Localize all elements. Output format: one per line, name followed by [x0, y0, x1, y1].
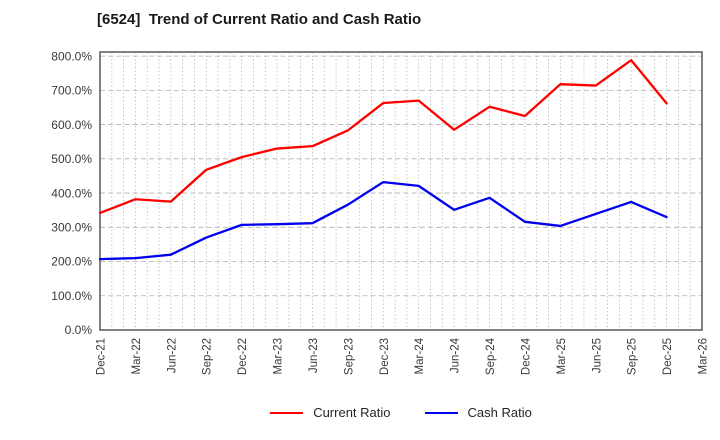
legend-label: Current Ratio [313, 405, 391, 420]
x-tick-label: Mar-22 [131, 338, 143, 374]
x-tick-label: Mar-23 [273, 338, 285, 374]
x-tick-label: Mar-24 [414, 337, 426, 374]
x-tick-label: Jun-24 [450, 337, 462, 373]
x-tick-label: Sep-22 [202, 338, 214, 375]
y-tick-label: 700.0% [51, 84, 92, 98]
x-tick-label: Dec-21 [96, 338, 108, 375]
chart-title: [6524] Trend of Current Ratio and Cash R… [97, 11, 422, 28]
x-tick-label: Dec-23 [379, 338, 391, 375]
x-tick-label: Dec-22 [237, 338, 249, 375]
legend-label: Cash Ratio [467, 405, 532, 420]
legend-line-swatch-blue [424, 411, 458, 414]
x-tick-label: Dec-25 [662, 338, 674, 375]
y-tick-label: 0.0% [65, 323, 93, 337]
x-tick-label: Jun-23 [308, 338, 320, 373]
y-tick-label: 100.0% [51, 289, 92, 303]
x-tick-label: Sep-24 [485, 337, 497, 375]
y-tick-label: 300.0% [51, 220, 92, 234]
x-tick-label: Jun-25 [591, 338, 603, 373]
x-tick-label: Jun-22 [166, 338, 178, 373]
x-tick-label: Mar-26 [698, 338, 710, 374]
legend-item-cash-ratio: Cash Ratio [424, 405, 532, 420]
y-tick-label: 200.0% [51, 255, 92, 269]
chart-legend: Current Ratio Cash Ratio [100, 406, 702, 419]
y-tick-label: 600.0% [51, 118, 92, 132]
y-tick-label: 500.0% [51, 152, 92, 166]
x-tick-label: Mar-25 [556, 338, 568, 374]
x-tick-label: Sep-23 [343, 338, 355, 375]
y-tick-label: 400.0% [51, 186, 92, 200]
legend-item-current-ratio: Current Ratio [270, 405, 391, 420]
x-tick-label: Sep-25 [627, 338, 639, 375]
legend-line-swatch-red [270, 411, 304, 414]
y-tick-label: 800.0% [51, 49, 92, 63]
x-tick-label: Dec-24 [520, 337, 532, 375]
